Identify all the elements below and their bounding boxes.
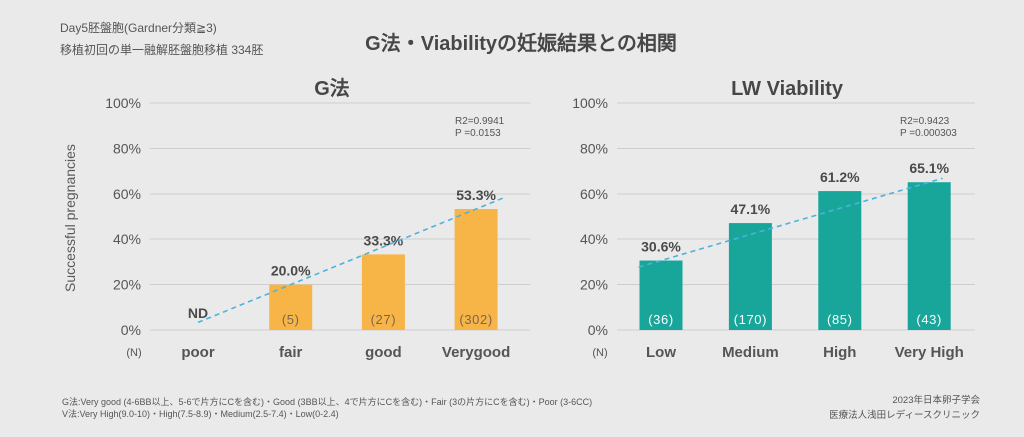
n-axis-label: (N) — [592, 347, 607, 359]
value-label: 20.0% — [271, 263, 311, 279]
x-tick-label: fair — [279, 344, 303, 361]
y-tick-label: 0% — [121, 322, 141, 338]
bar — [639, 260, 683, 330]
value-label: 65.1% — [909, 160, 949, 176]
transfer-count-note: 移植初回の単一融解胚盤胞移植 334胚 — [60, 42, 263, 57]
value-label: 30.6% — [641, 239, 681, 255]
sample-size-label: (36) — [648, 312, 674, 327]
y-tick-label: 80% — [113, 140, 141, 156]
sample-size-label: (27) — [371, 312, 397, 327]
chart-title: G法 — [314, 76, 350, 100]
y-tick-label: 80% — [580, 140, 608, 156]
y-tick-label: 20% — [580, 277, 608, 293]
x-tick-label: good — [365, 344, 402, 361]
y-tick-label: 100% — [105, 95, 141, 111]
value-label: 33.3% — [364, 232, 404, 248]
bar — [907, 182, 951, 330]
g-method-chart: G法 Successful pregnancies R2=0.9941 P =0… — [62, 76, 530, 361]
p-value-stat: P =0.000303 — [900, 128, 957, 139]
x-tick-label: High — [823, 344, 856, 361]
trend-line — [197, 196, 505, 324]
x-tick-label: Medium — [722, 344, 779, 361]
bar — [269, 284, 313, 330]
y-tick-label: 100% — [572, 95, 608, 111]
sample-size-label: (302) — [459, 312, 492, 327]
slide-title: G法・Viabilityの妊娠結果との相関 — [365, 31, 677, 55]
r-squared-stat: R2=0.9423 — [900, 116, 950, 127]
x-tick-label: poor — [181, 344, 214, 361]
slide-header: Day5胚盤胞(Gardner分類≧3) 移植初回の単一融解胚盤胞移植 334胚… — [60, 21, 677, 57]
bar — [361, 254, 405, 330]
sample-size-label: (43) — [916, 312, 942, 327]
chart-title: LW Viability — [731, 78, 844, 100]
x-tick-label: Verygood — [442, 344, 510, 361]
v-method-footnote: V法:Very High(9.0-10)・High(7.5-8.9)・Mediu… — [62, 408, 339, 419]
sample-size-label: (5) — [282, 312, 300, 327]
value-label: ND — [188, 305, 208, 321]
y-axis-label: Successful pregnancies — [62, 144, 78, 292]
footnotes: G法:Very good (4-6BB以上、5-6で片方にCを含む)・Good … — [62, 396, 592, 419]
sample-size-label: (85) — [827, 312, 853, 327]
x-tick-label: Low — [646, 344, 676, 361]
bar — [818, 191, 862, 330]
r-squared-stat: R2=0.9941 — [455, 116, 505, 127]
sample-size-label: (170) — [734, 312, 767, 327]
conference-credit: 2023年日本卵子学会 — [892, 394, 980, 406]
clinic-credit: 医療法人浅田レディースクリニック — [829, 409, 980, 421]
y-tick-label: 60% — [113, 186, 141, 202]
y-tick-label: 60% — [580, 186, 608, 202]
y-tick-label: 40% — [113, 231, 141, 247]
bar — [728, 223, 772, 330]
x-tick-label: Very High — [895, 344, 964, 361]
y-tick-label: 0% — [588, 322, 608, 338]
value-label: 53.3% — [456, 187, 496, 203]
p-value-stat: P =0.0153 — [455, 128, 501, 139]
value-label: 61.2% — [820, 169, 860, 185]
y-tick-label: 40% — [580, 231, 608, 247]
trend-line — [638, 177, 943, 268]
lw-viability-chart: LW Viability R2=0.9423 P =0.000303 0% 20%… — [572, 78, 975, 361]
credits: 2023年日本卵子学会 医療法人浅田レディースクリニック — [829, 394, 980, 421]
y-tick-label: 20% — [113, 277, 141, 293]
study-population-note: Day5胚盤胞(Gardner分類≧3) — [60, 21, 217, 35]
value-label: 47.1% — [731, 201, 771, 217]
n-axis-label: (N) — [126, 347, 141, 359]
bar — [454, 209, 498, 330]
g-method-footnote: G法:Very good (4-6BB以上、5-6で片方にCを含む)・Good … — [62, 396, 592, 407]
